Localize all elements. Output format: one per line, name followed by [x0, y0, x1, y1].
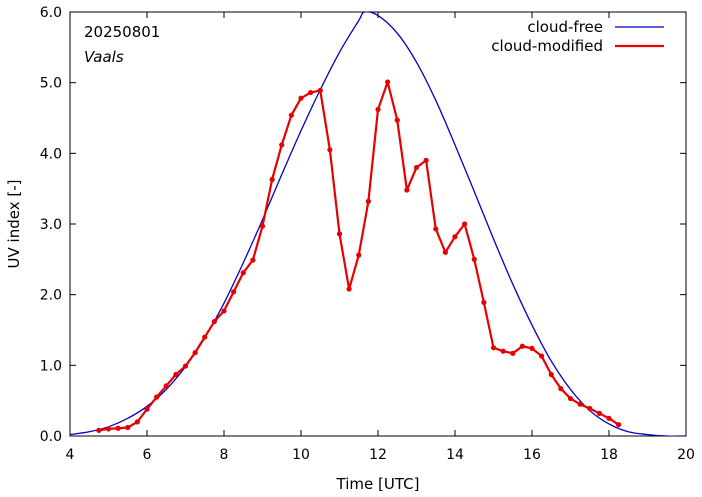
x-tick-label: 8 [220, 447, 229, 463]
cloud-modified-point [596, 410, 602, 416]
cloud-modified-point [115, 425, 121, 431]
cloud-modified-point [365, 198, 371, 204]
cloud-modified-point [250, 257, 256, 263]
cloud-modified-point [404, 187, 410, 193]
cloud-modified-point [452, 234, 458, 240]
cloud-modified-point [163, 383, 169, 389]
cloud-modified-point [173, 371, 179, 378]
location-annotation: Vaals [84, 48, 124, 66]
cloud-modified-point [202, 334, 208, 340]
cloud-modified-point [606, 415, 612, 421]
cloud-modified-point [413, 164, 420, 171]
cloud-modified-point [587, 405, 593, 412]
cloud-modified-point [539, 353, 545, 359]
x-tick-label: 14 [446, 447, 464, 463]
y-tick-label: 5.0 [40, 76, 62, 92]
cloud-modified-point [317, 87, 323, 94]
y-tick-label: 6.0 [40, 5, 62, 21]
cloud-modified-point [385, 79, 391, 85]
cloud-modified-point [259, 223, 266, 229]
cloud-modified-point [567, 395, 574, 402]
cloud-modified-point [519, 343, 525, 349]
cloud-modified-point [462, 221, 468, 227]
cloud-modified-point [346, 286, 352, 292]
cloud-modified-point [577, 401, 583, 407]
cloud-modified-point [125, 424, 131, 431]
x-tick-label: 18 [600, 447, 618, 463]
cloud-modified-point [529, 345, 535, 351]
cloud-modified-point [336, 231, 343, 237]
cloud-modified-point [471, 256, 477, 262]
cloud-modified-point [442, 249, 448, 255]
legend-label-cloud-free: cloud-free [527, 18, 603, 36]
cloud-modified-point [221, 308, 227, 314]
cloud-modified-point [279, 142, 285, 148]
y-tick-label: 1.0 [40, 358, 62, 374]
cloud-modified-point [500, 348, 506, 354]
cloud-modified-point [231, 289, 237, 295]
cloud-modified-point [240, 270, 246, 276]
y-tick-label: 0.0 [40, 429, 62, 445]
y-axis-label: UV index [-] [5, 180, 23, 269]
cloud-modified-point [182, 363, 189, 369]
date-annotation: 20250801 [84, 23, 160, 41]
cloud-modified-point [481, 299, 487, 306]
cloud-modified-point [144, 406, 150, 412]
cloud-modified-point [96, 427, 102, 433]
cloud-modified-point [510, 350, 516, 356]
cloud-modified-point [269, 176, 275, 183]
x-tick-label: 16 [523, 447, 541, 463]
y-tick-label: 2.0 [40, 288, 62, 304]
x-tick-label: 10 [292, 447, 310, 463]
cloud-modified-point [490, 345, 497, 351]
cloud-modified-point [154, 394, 160, 400]
x-tick-label: 20 [677, 447, 695, 463]
cloud-free-line [70, 12, 686, 436]
cloud-modified-point [375, 106, 381, 113]
cloud-modified-point [356, 252, 362, 258]
cloud-modified-point [548, 371, 554, 378]
x-tick-label: 6 [143, 447, 152, 463]
cloud-modified-point [423, 157, 429, 163]
x-tick-label: 4 [66, 447, 75, 463]
cloud-modified-point [558, 386, 564, 392]
cloud-modified-point [616, 422, 622, 428]
series-layer [70, 12, 686, 436]
cloud-modified-point [105, 426, 112, 432]
y-tick-label: 4.0 [40, 146, 62, 162]
y-tick-label: 3.0 [40, 217, 62, 233]
x-axis-label: Time [UTC] [336, 475, 420, 493]
cloud-modified-point [211, 318, 217, 325]
cloud-modified-point [192, 350, 198, 356]
cloud-modified-point [308, 89, 314, 96]
cloud-modified-point [134, 419, 140, 425]
cloud-modified-point [288, 112, 294, 118]
plot-frame [69, 11, 687, 437]
cloud-modified-point [433, 226, 439, 232]
cloud-modified-point [298, 95, 304, 101]
cloud-modified-point [327, 147, 333, 153]
cloud-modified-point [394, 117, 400, 123]
legend-label-cloud-modified: cloud-modified [491, 37, 603, 55]
x-tick-label: 12 [369, 447, 387, 463]
axis-ticks: 4 6 8 10 12 14 16 18 20 0.0 1.0 2.0 3.0 4.0 5.0 6.0 [40, 5, 695, 463]
